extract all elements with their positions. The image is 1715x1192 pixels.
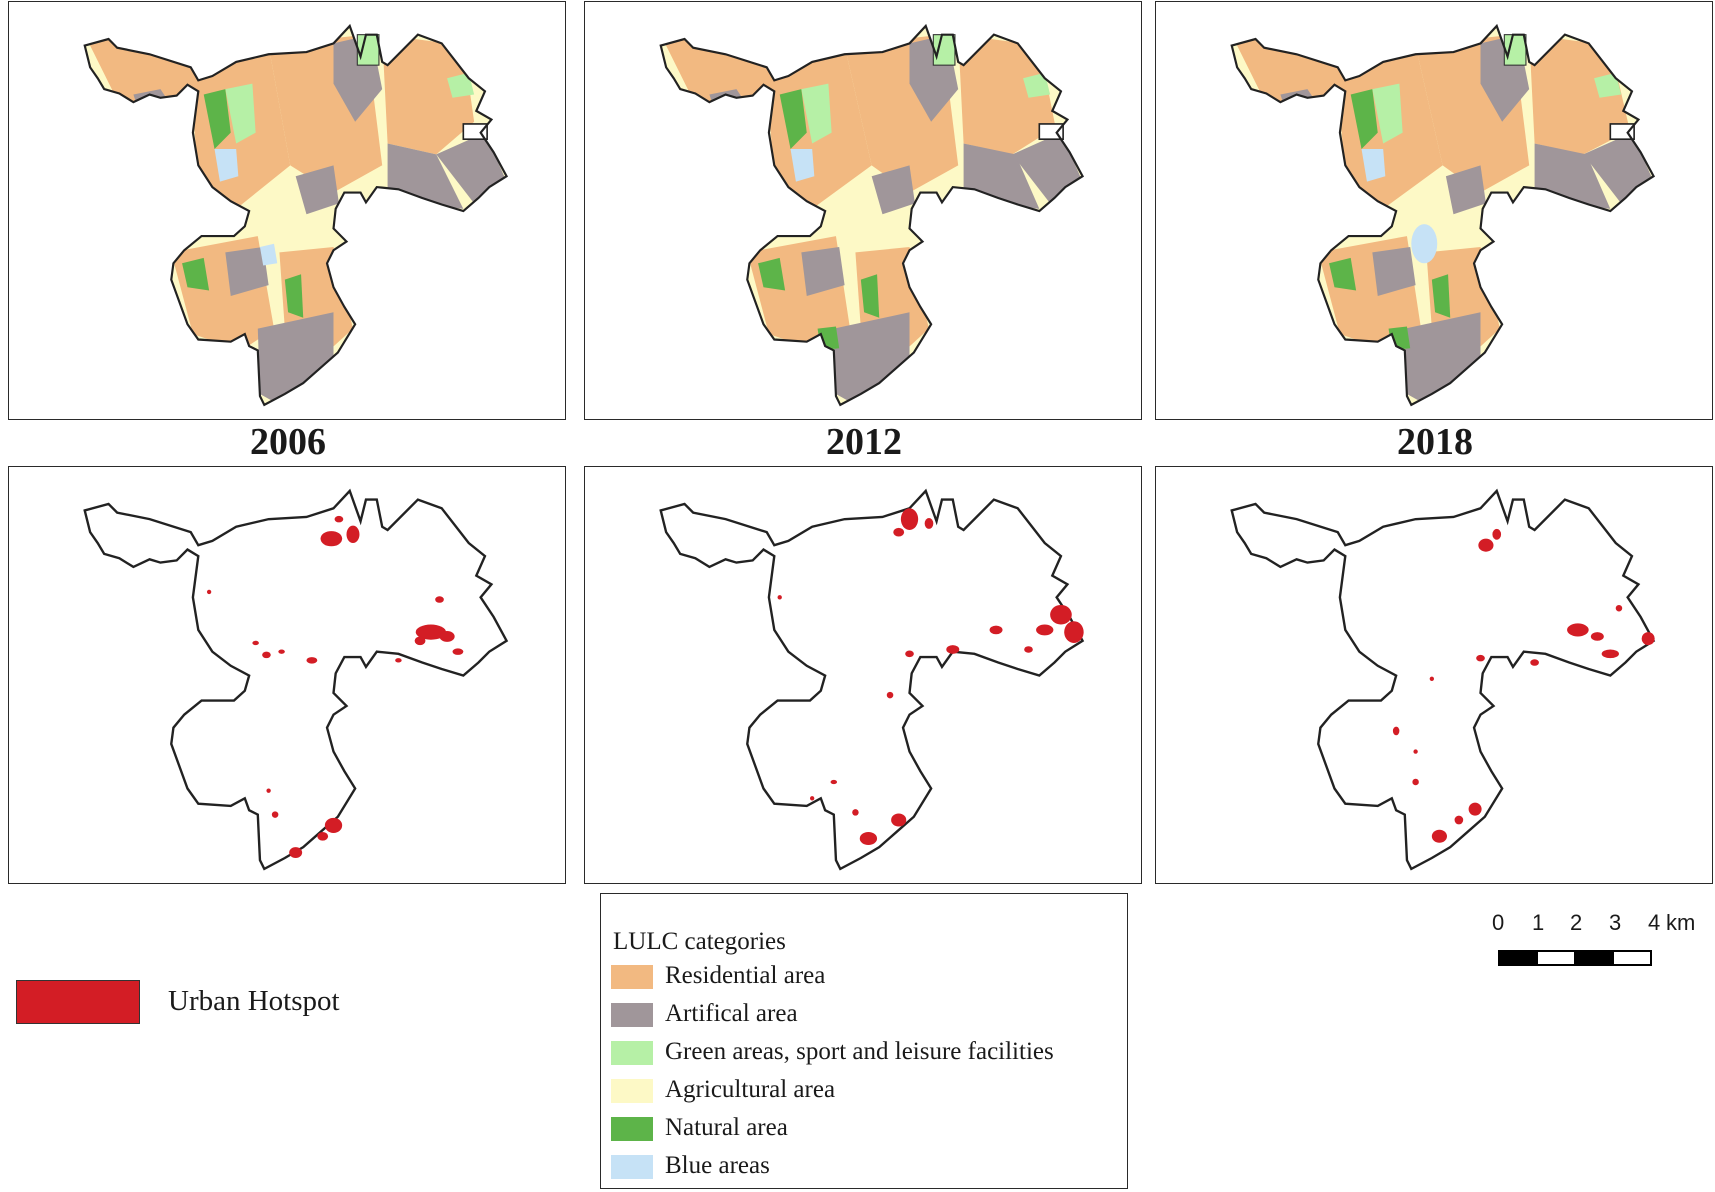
scale-tick-3: 3: [1609, 910, 1622, 935]
legend-label: Blue areas: [665, 1152, 770, 1179]
scale-unit: km: [1666, 910, 1696, 935]
lulc-map-2018-svg: [1230, 24, 1655, 406]
scale-segment-1: [1498, 950, 1538, 966]
legend-label: Artifical area: [665, 1000, 798, 1027]
year-label-2006: 2006: [250, 421, 326, 463]
year-label-2018: 2018: [1397, 421, 1473, 463]
hotspot-map-2006: [8, 466, 566, 884]
lulc-map-2012-svg: [659, 24, 1084, 406]
legend-swatch-green: [611, 1041, 653, 1065]
legend-label: Agricultural area: [665, 1076, 836, 1103]
urban-hotspot-swatch: [16, 980, 140, 1024]
legend-label: Residential area: [665, 962, 826, 989]
hotspot-map-2018: [1155, 466, 1713, 884]
hotspot-map-2018-svg: [1230, 489, 1655, 871]
lulc-map-2018: [1155, 1, 1713, 420]
lulc-map-2006-svg: [83, 24, 508, 406]
legend-swatch-residential: [611, 965, 653, 989]
hotspot-map-2012: [584, 466, 1142, 884]
scale-tick-0: 0: [1492, 910, 1505, 935]
scale-tick-4: 4: [1648, 910, 1661, 935]
legend-swatch-natural: [611, 1117, 653, 1141]
hotspot-map-2012-svg: [659, 489, 1084, 871]
scale-bar: 0 1 2 3 4 km: [1480, 910, 1710, 980]
lulc-map-2012: [584, 1, 1142, 420]
legend-label: Green areas, sport and leisure facilitie…: [665, 1038, 1054, 1065]
scale-tick-1: 1: [1532, 910, 1545, 935]
year-label-2012: 2012: [826, 421, 902, 463]
scale-segment-2: [1536, 950, 1576, 966]
hotspot-map-2006-svg: [83, 489, 508, 871]
scale-segment-3: [1574, 950, 1614, 966]
urban-hotspot-label: Urban Hotspot: [168, 985, 340, 1017]
legend-swatch-blue: [611, 1155, 653, 1179]
legend-label: Natural area: [665, 1114, 788, 1141]
legend-swatch-agricultural: [611, 1079, 653, 1103]
scale-tick-2: 2: [1570, 910, 1583, 935]
lulc-legend: LULC categories Residential area Artific…: [600, 893, 1128, 1189]
scale-segment-4: [1612, 950, 1652, 966]
legend-title: LULC categories: [613, 928, 786, 955]
lulc-map-2006: [8, 1, 566, 420]
legend-swatch-artificial: [611, 1003, 653, 1027]
